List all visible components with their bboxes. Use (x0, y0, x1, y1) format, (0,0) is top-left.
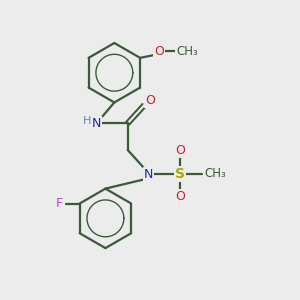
Text: H: H (82, 116, 91, 126)
Text: CH₃: CH₃ (176, 45, 198, 58)
Text: O: O (145, 94, 155, 107)
Text: CH₃: CH₃ (204, 167, 226, 180)
Text: O: O (175, 144, 185, 157)
Text: F: F (55, 197, 62, 210)
Text: S: S (175, 167, 185, 181)
Text: N: N (92, 117, 101, 130)
Text: O: O (175, 190, 185, 203)
Text: N: N (143, 168, 153, 181)
Text: O: O (154, 45, 164, 58)
